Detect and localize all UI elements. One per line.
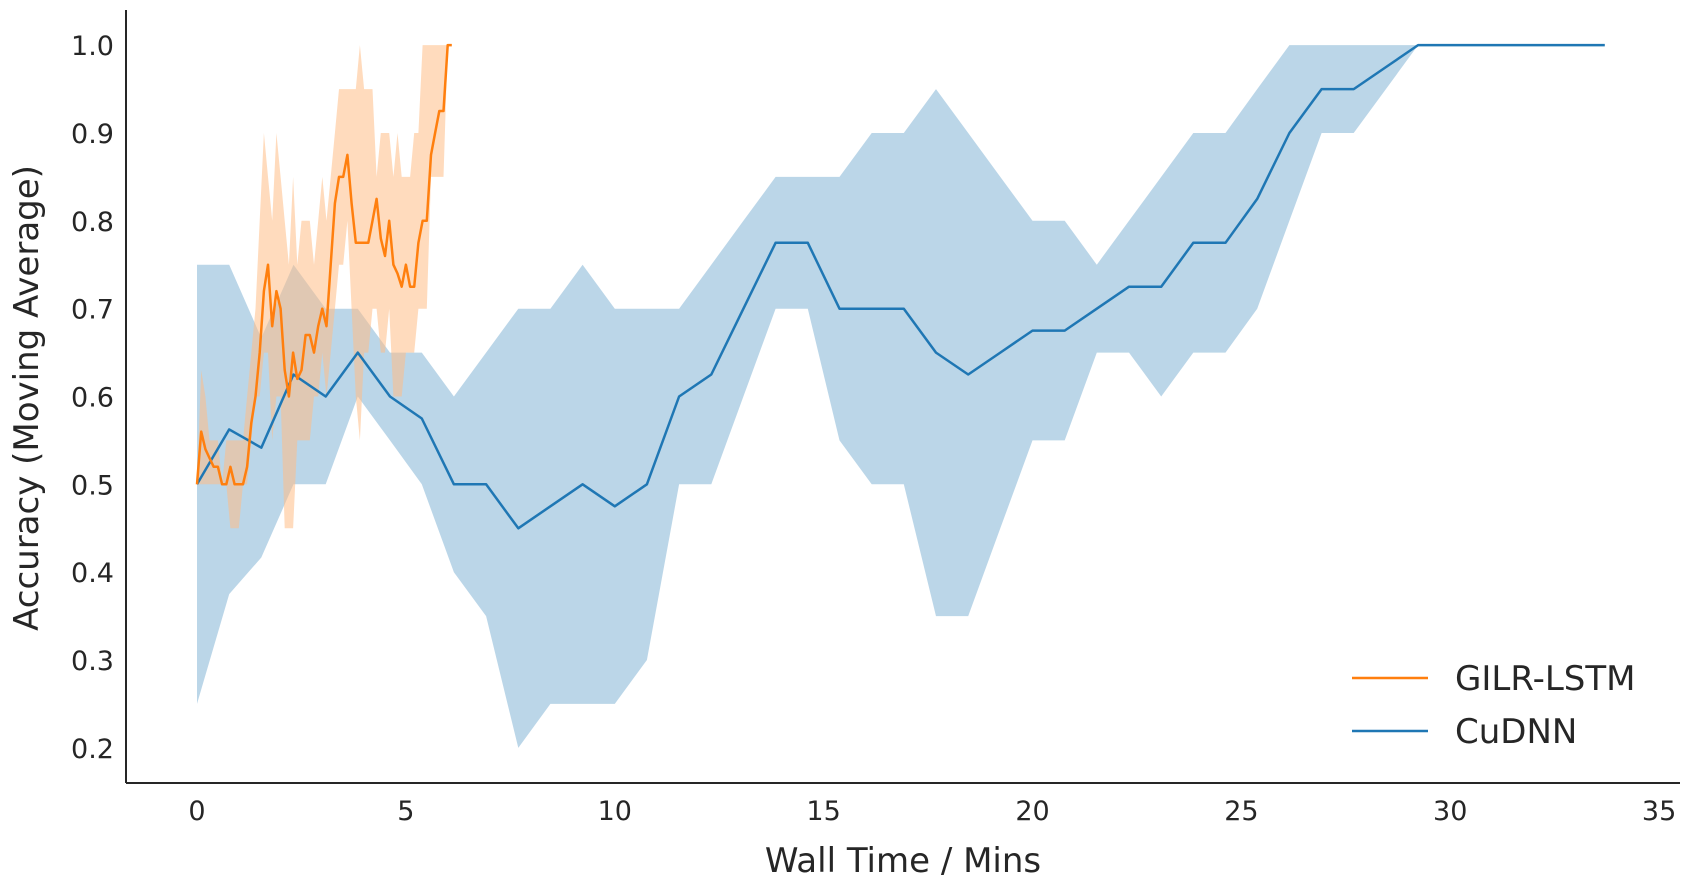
y-tick-label: 0.4: [71, 558, 114, 589]
x-tick-label: 10: [598, 796, 632, 827]
y-tick-label: 0.2: [71, 734, 114, 765]
x-tick-label: 20: [1015, 796, 1049, 827]
x-axis-label: Wall Time / Mins: [765, 841, 1041, 881]
line-cudnn: [195, 43, 1605, 530]
x-tick-label: 0: [188, 796, 205, 827]
y-axis-label: Accuracy (Moving Average): [7, 165, 47, 631]
x-tick-label: 5: [397, 796, 414, 827]
legend-label-gilr-lstm: GILR-LSTM: [1455, 659, 1635, 699]
legend-label-cudnn: CuDNN: [1455, 712, 1577, 752]
y-tick-label: 0.8: [71, 207, 114, 238]
band-cudnn: [197, 45, 1605, 748]
y-tick-label: 0.6: [71, 383, 114, 414]
line-gilr-lstm: [195, 43, 452, 486]
y-tick-label: 0.9: [71, 119, 114, 150]
band-gilr-lstm: [197, 45, 452, 529]
y-axis-ticks: 0.2 0.3 0.4 0.5 0.6 0.7 0.8 0.9 1.0: [71, 31, 114, 765]
confidence-bands: [197, 45, 1605, 748]
x-tick-label: 25: [1224, 796, 1258, 827]
x-axis-ticks: 0 5 10 15 20 25 30 35: [188, 796, 1676, 827]
legend: GILR-LSTM CuDNN: [1352, 659, 1635, 752]
x-tick-label: 15: [806, 796, 840, 827]
y-tick-label: 0.5: [71, 470, 114, 501]
y-tick-label: 0.7: [71, 295, 114, 326]
x-tick-label: 30: [1433, 796, 1467, 827]
series-lines: [195, 43, 1605, 530]
y-tick-label: 0.3: [71, 646, 114, 677]
y-tick-label: 1.0: [71, 31, 114, 62]
x-tick-label: 35: [1642, 796, 1676, 827]
